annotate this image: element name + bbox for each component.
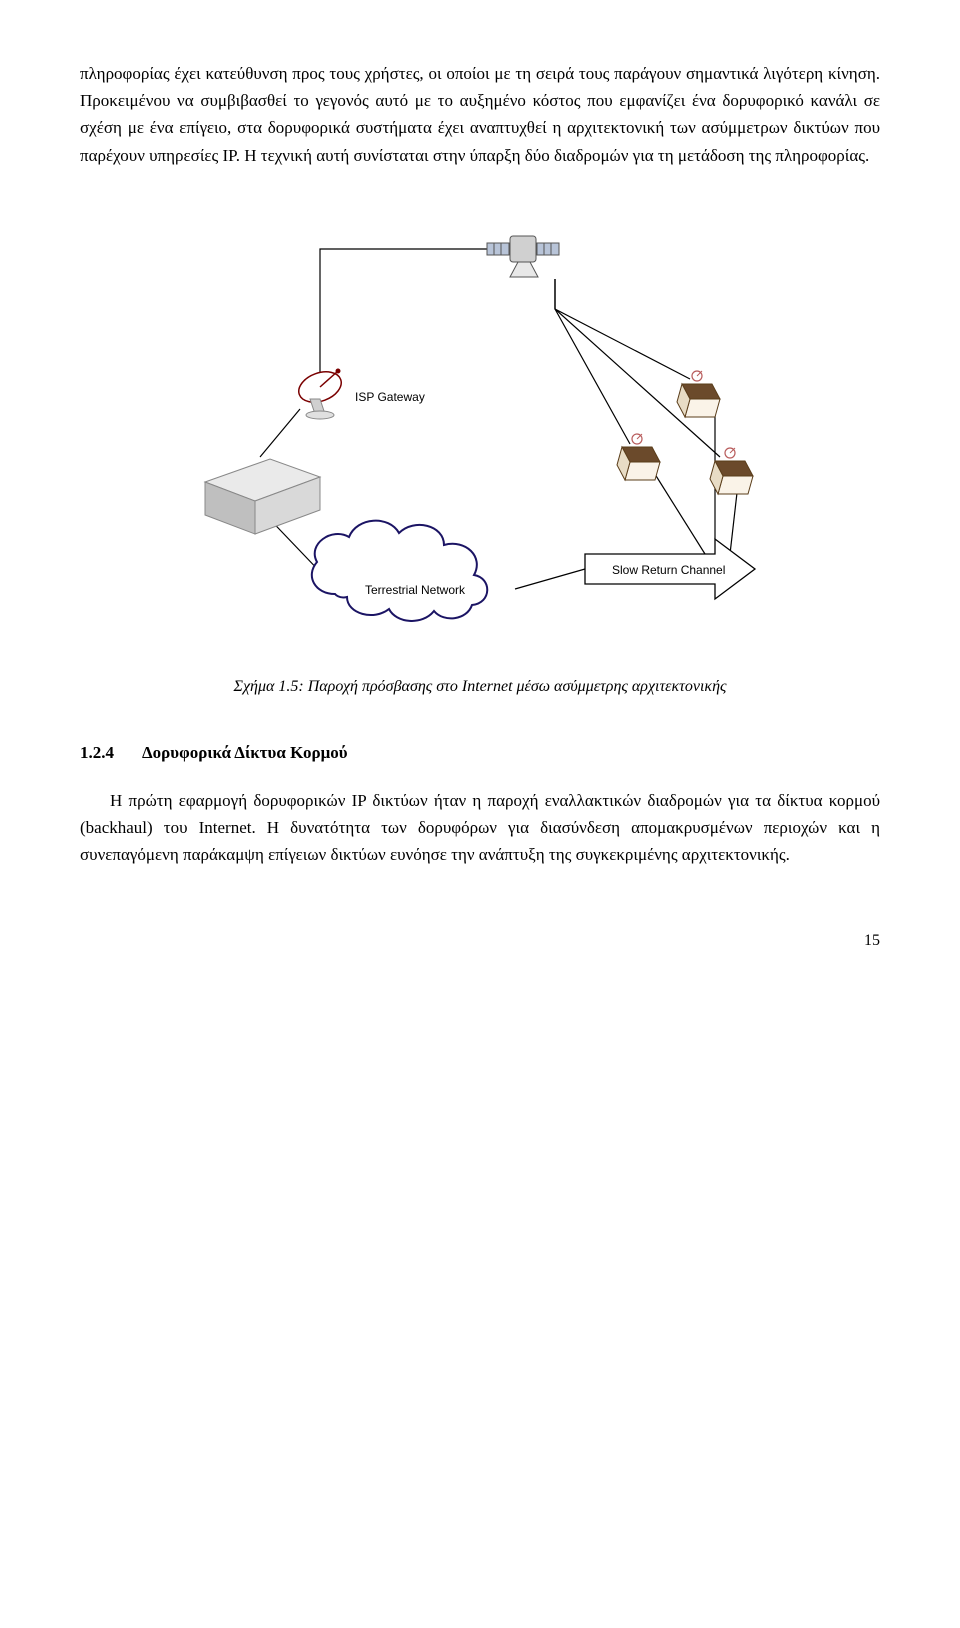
figure-caption: Σχήμα 1.5: Παροχή πρόσβασης στο Internet… bbox=[80, 674, 880, 700]
satellite-icon bbox=[487, 236, 559, 277]
isp-gateway-icon bbox=[295, 366, 346, 419]
house-icon-2 bbox=[617, 434, 660, 480]
page-number: 15 bbox=[80, 928, 880, 954]
slow-return-label: Slow Return Channel bbox=[612, 563, 725, 577]
isp-gateway-label: ISP Gateway bbox=[355, 390, 425, 404]
section-heading: 1.2.4 Δορυφορικά Δίκτυα Κορμού bbox=[80, 739, 880, 766]
section-title: Δορυφορικά Δίκτυα Κορμού bbox=[142, 743, 348, 762]
figure-container: ISP Gateway Terrestrial Network Slow Ret… bbox=[80, 199, 880, 659]
paragraph-2: Η πρώτη εφαρμογή δορυφορικών IP δικτύων … bbox=[80, 787, 880, 869]
server-box-icon bbox=[205, 459, 320, 534]
house-icon-1 bbox=[677, 371, 720, 417]
section-number: 1.2.4 bbox=[80, 739, 114, 766]
terrestrial-cloud-icon bbox=[312, 520, 487, 620]
house-icon-3 bbox=[710, 448, 753, 494]
terrestrial-network-label: Terrestrial Network bbox=[365, 583, 466, 597]
paragraph-1: πληροφορίας έχει κατεύθυνση προς τους χρ… bbox=[80, 60, 880, 169]
network-diagram: ISP Gateway Terrestrial Network Slow Ret… bbox=[160, 199, 800, 659]
